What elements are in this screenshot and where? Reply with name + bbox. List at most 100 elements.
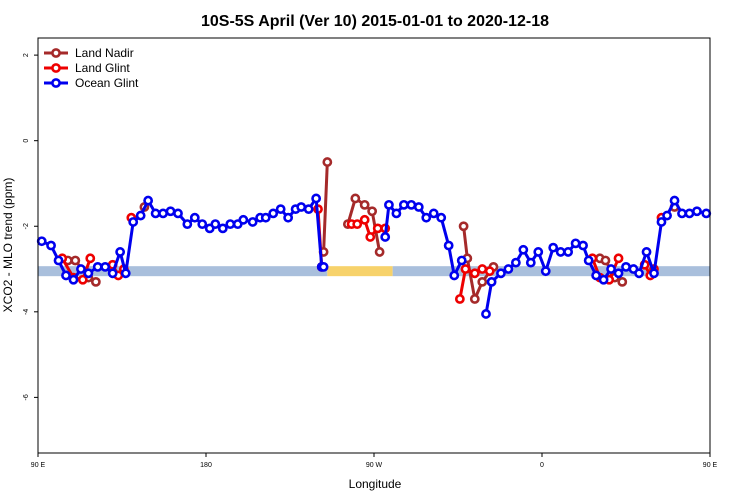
x-axis-label: Longitude <box>349 477 402 491</box>
surface-band-segment <box>38 266 328 277</box>
series-ocean-glint <box>36 193 712 319</box>
data-point <box>701 208 712 219</box>
legend-item: Land Nadir <box>44 46 134 60</box>
legend-item: Land Glint <box>44 61 130 75</box>
data-point <box>477 276 488 287</box>
data-point <box>260 212 271 223</box>
data-point <box>600 255 611 266</box>
data-point <box>428 208 439 219</box>
series-land-nadir <box>62 157 680 304</box>
data-point <box>61 270 71 281</box>
data-point <box>669 195 680 206</box>
data-point <box>606 264 616 274</box>
x-tick-label: 90 E <box>31 462 46 469</box>
data-point <box>398 199 409 210</box>
data-point <box>217 223 228 234</box>
data-point <box>83 268 94 279</box>
x-tick-label: 180 <box>200 462 212 469</box>
x-axis: 90 E 180 90 W 0 90 E <box>31 453 718 469</box>
data-point <box>621 261 631 272</box>
data-point <box>578 240 588 251</box>
data-point <box>268 208 279 219</box>
data-point <box>225 219 236 230</box>
data-point <box>173 208 183 219</box>
data-point <box>677 208 687 219</box>
data-point <box>197 219 208 230</box>
legend-swatch-marker <box>51 63 61 73</box>
data-point <box>128 217 139 227</box>
data-point <box>413 202 424 212</box>
data-point <box>436 212 447 223</box>
data-point <box>46 240 56 251</box>
data-point <box>384 199 394 210</box>
data-point <box>182 219 193 230</box>
data-point <box>275 204 286 215</box>
legend-swatch-marker <box>51 48 61 58</box>
data-point <box>449 270 460 281</box>
data-point <box>115 247 126 257</box>
data-point <box>570 238 581 249</box>
data-point <box>525 257 536 268</box>
data-point <box>352 219 363 230</box>
data-point <box>372 223 383 234</box>
data-point <box>150 208 161 219</box>
data-point <box>322 157 333 167</box>
data-point <box>247 217 258 227</box>
data-point <box>210 219 221 230</box>
surface-band-segment <box>392 266 710 277</box>
data-point <box>518 244 529 255</box>
data-point <box>613 268 624 279</box>
data-point <box>68 274 79 285</box>
data-point <box>510 257 521 268</box>
data-point <box>367 206 378 217</box>
data-point <box>469 268 480 279</box>
y-axis-label: XCO2 - MLO trend (ppm) <box>1 178 15 313</box>
legend-swatch-marker <box>51 78 61 88</box>
data-point <box>107 268 118 279</box>
data-point <box>613 253 624 264</box>
data-point <box>598 274 609 285</box>
y-tick-label: 0 <box>23 139 30 143</box>
data-point <box>469 294 480 304</box>
data-point <box>158 208 168 219</box>
data-point <box>591 270 602 281</box>
legend-item: Ocean Glint <box>44 76 139 90</box>
data-point <box>458 221 469 232</box>
x-tick-label: 90 E <box>703 462 718 469</box>
data-point <box>90 276 101 287</box>
data-point <box>359 199 370 210</box>
data-point <box>496 268 506 279</box>
data-point <box>563 247 574 257</box>
surface-band-segment <box>327 266 393 277</box>
y-tick-label: -2 <box>23 223 30 229</box>
series-line <box>41 196 324 282</box>
series-line <box>322 162 329 252</box>
data-point <box>617 276 628 287</box>
data-point <box>311 193 322 204</box>
data-point <box>380 232 391 242</box>
data-point <box>365 232 376 242</box>
x-tick-label: 90 W <box>366 462 383 469</box>
data-point <box>283 212 294 223</box>
data-point <box>421 212 432 223</box>
data-point <box>656 217 667 227</box>
data-point <box>76 264 86 274</box>
data-point <box>85 253 96 264</box>
legend-label: Land Nadir <box>75 46 134 60</box>
data-point <box>443 240 454 251</box>
data-point <box>692 206 702 217</box>
x-tick-label: 0 <box>540 462 544 469</box>
legend-label: Ocean Glint <box>75 76 139 90</box>
data-point <box>53 255 64 266</box>
data-point <box>486 276 497 287</box>
legend-label: Land Glint <box>75 61 130 75</box>
y-tick-label: -4 <box>23 309 30 315</box>
data-point <box>374 247 385 257</box>
data-point <box>238 214 249 225</box>
data-point <box>684 208 695 219</box>
data-point <box>92 261 103 272</box>
data-point <box>540 266 551 277</box>
data-point <box>318 261 329 272</box>
